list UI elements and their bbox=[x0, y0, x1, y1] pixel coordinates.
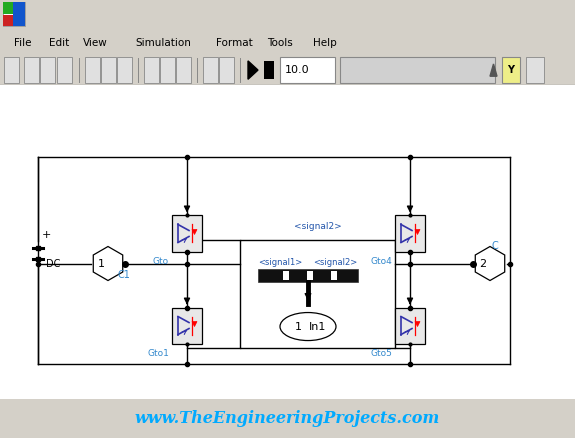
Bar bbox=[264, 61, 274, 79]
Bar bbox=[3, 2, 25, 26]
Bar bbox=[258, 268, 358, 282]
Bar bbox=[40, 57, 55, 83]
Polygon shape bbox=[192, 321, 197, 327]
Text: Y: Y bbox=[508, 65, 515, 75]
Polygon shape bbox=[476, 247, 505, 280]
Bar bbox=[176, 57, 191, 83]
Bar bbox=[526, 57, 544, 83]
Text: File: File bbox=[14, 38, 32, 48]
Text: Edit: Edit bbox=[49, 38, 69, 48]
Bar bbox=[144, 57, 159, 83]
Ellipse shape bbox=[280, 313, 336, 341]
Text: Gto: Gto bbox=[153, 257, 169, 265]
Text: <signal2>: <signal2> bbox=[294, 222, 342, 231]
Polygon shape bbox=[490, 64, 497, 76]
Polygon shape bbox=[192, 230, 197, 234]
Text: <signal1>: <signal1> bbox=[258, 258, 302, 267]
Bar bbox=[280, 57, 335, 83]
Bar bbox=[331, 271, 337, 279]
Bar bbox=[3, 15, 13, 26]
Text: <signal2>: <signal2> bbox=[313, 258, 357, 267]
Bar bbox=[172, 307, 202, 343]
Bar bbox=[307, 271, 313, 279]
Bar bbox=[13, 2, 25, 26]
Bar bbox=[340, 57, 495, 83]
Text: +: + bbox=[42, 230, 51, 240]
Bar bbox=[172, 215, 202, 251]
Text: Gto4: Gto4 bbox=[370, 257, 392, 265]
Bar bbox=[101, 57, 116, 83]
Bar bbox=[4, 57, 19, 83]
Bar bbox=[502, 57, 520, 83]
Text: DC: DC bbox=[46, 258, 60, 268]
Text: Gto1: Gto1 bbox=[147, 349, 169, 357]
Polygon shape bbox=[415, 230, 420, 234]
Bar bbox=[240, 240, 395, 347]
Bar bbox=[85, 57, 100, 83]
Text: Simulation: Simulation bbox=[135, 38, 191, 48]
Polygon shape bbox=[415, 321, 420, 327]
Text: Format: Format bbox=[216, 38, 252, 48]
Text: Tools: Tools bbox=[267, 38, 293, 48]
Text: 2: 2 bbox=[479, 258, 486, 268]
Bar bbox=[117, 57, 132, 83]
Bar bbox=[57, 57, 72, 83]
Bar bbox=[160, 57, 175, 83]
Polygon shape bbox=[93, 247, 122, 280]
Text: 1: 1 bbox=[98, 258, 105, 268]
Text: 1: 1 bbox=[295, 321, 302, 332]
Text: Help: Help bbox=[313, 38, 337, 48]
Bar bbox=[3, 2, 13, 14]
Text: C: C bbox=[492, 241, 499, 251]
Text: Gto5: Gto5 bbox=[370, 349, 392, 357]
Bar bbox=[24, 57, 39, 83]
Bar bbox=[219, 57, 234, 83]
Bar bbox=[395, 307, 425, 343]
Bar bbox=[283, 271, 289, 279]
Text: In1: In1 bbox=[309, 321, 327, 332]
Text: View: View bbox=[83, 38, 108, 48]
Text: 10.0: 10.0 bbox=[285, 65, 309, 75]
Text: C1: C1 bbox=[117, 269, 131, 279]
Bar bbox=[203, 57, 218, 83]
Polygon shape bbox=[248, 61, 258, 79]
Text: www.TheEngineeringProjects.com: www.TheEngineeringProjects.com bbox=[135, 410, 440, 427]
Bar bbox=[395, 215, 425, 251]
